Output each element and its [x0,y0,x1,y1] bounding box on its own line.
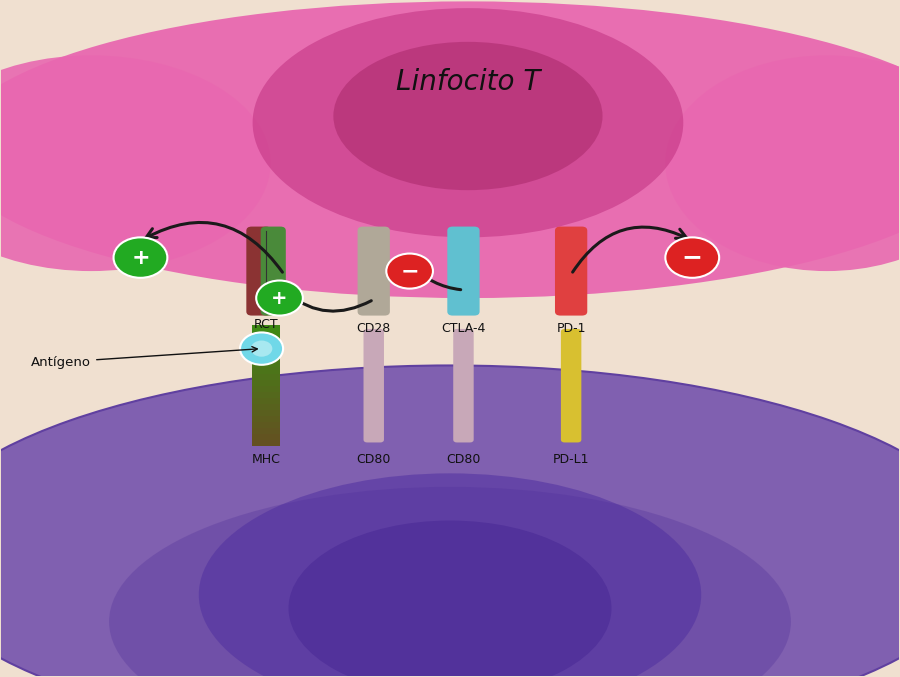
Bar [252,434,281,440]
Ellipse shape [0,366,900,677]
Circle shape [240,332,284,365]
Text: CD28: CD28 [356,322,391,334]
Text: Linfocito T: Linfocito T [396,68,540,96]
Bar [252,355,281,362]
Text: MHC: MHC [252,453,281,466]
FancyBboxPatch shape [561,329,581,443]
Bar [252,337,281,343]
Circle shape [113,238,167,278]
Bar [252,410,281,416]
Ellipse shape [253,8,683,238]
Text: +: + [131,248,149,267]
Bar [252,422,281,428]
Circle shape [256,280,303,315]
Text: −: − [400,261,418,281]
Ellipse shape [289,521,611,677]
Text: CD80: CD80 [356,453,391,466]
Bar [252,416,281,422]
Bar [252,392,281,398]
Text: −: − [682,246,703,269]
FancyBboxPatch shape [555,227,588,315]
Text: +: + [271,288,288,307]
Bar [252,325,281,331]
Bar [252,368,281,374]
FancyBboxPatch shape [364,329,384,443]
Ellipse shape [665,56,900,271]
Circle shape [251,341,273,357]
Bar [252,374,281,380]
Text: Antígeno: Antígeno [32,347,257,368]
FancyBboxPatch shape [447,227,480,315]
Bar [252,398,281,404]
Text: CTLA-4: CTLA-4 [441,322,486,334]
Bar [252,380,281,386]
Ellipse shape [199,473,701,677]
FancyBboxPatch shape [454,329,473,443]
Ellipse shape [333,42,602,190]
Bar [252,386,281,392]
Bar [252,349,281,355]
Bar [252,404,281,410]
Text: PD-1: PD-1 [556,322,586,334]
Circle shape [386,254,433,288]
Bar [252,362,281,368]
FancyBboxPatch shape [261,227,286,315]
Text: CD80: CD80 [446,453,481,466]
Circle shape [665,238,719,278]
Text: RCT: RCT [254,318,278,331]
Bar [252,331,281,337]
Ellipse shape [0,1,900,298]
Bar [252,428,281,434]
Text: PD-L1: PD-L1 [553,453,590,466]
Ellipse shape [0,56,271,271]
FancyBboxPatch shape [357,227,390,315]
Bar [252,440,281,446]
FancyBboxPatch shape [247,227,272,315]
Ellipse shape [109,487,791,677]
Bar [252,343,281,349]
